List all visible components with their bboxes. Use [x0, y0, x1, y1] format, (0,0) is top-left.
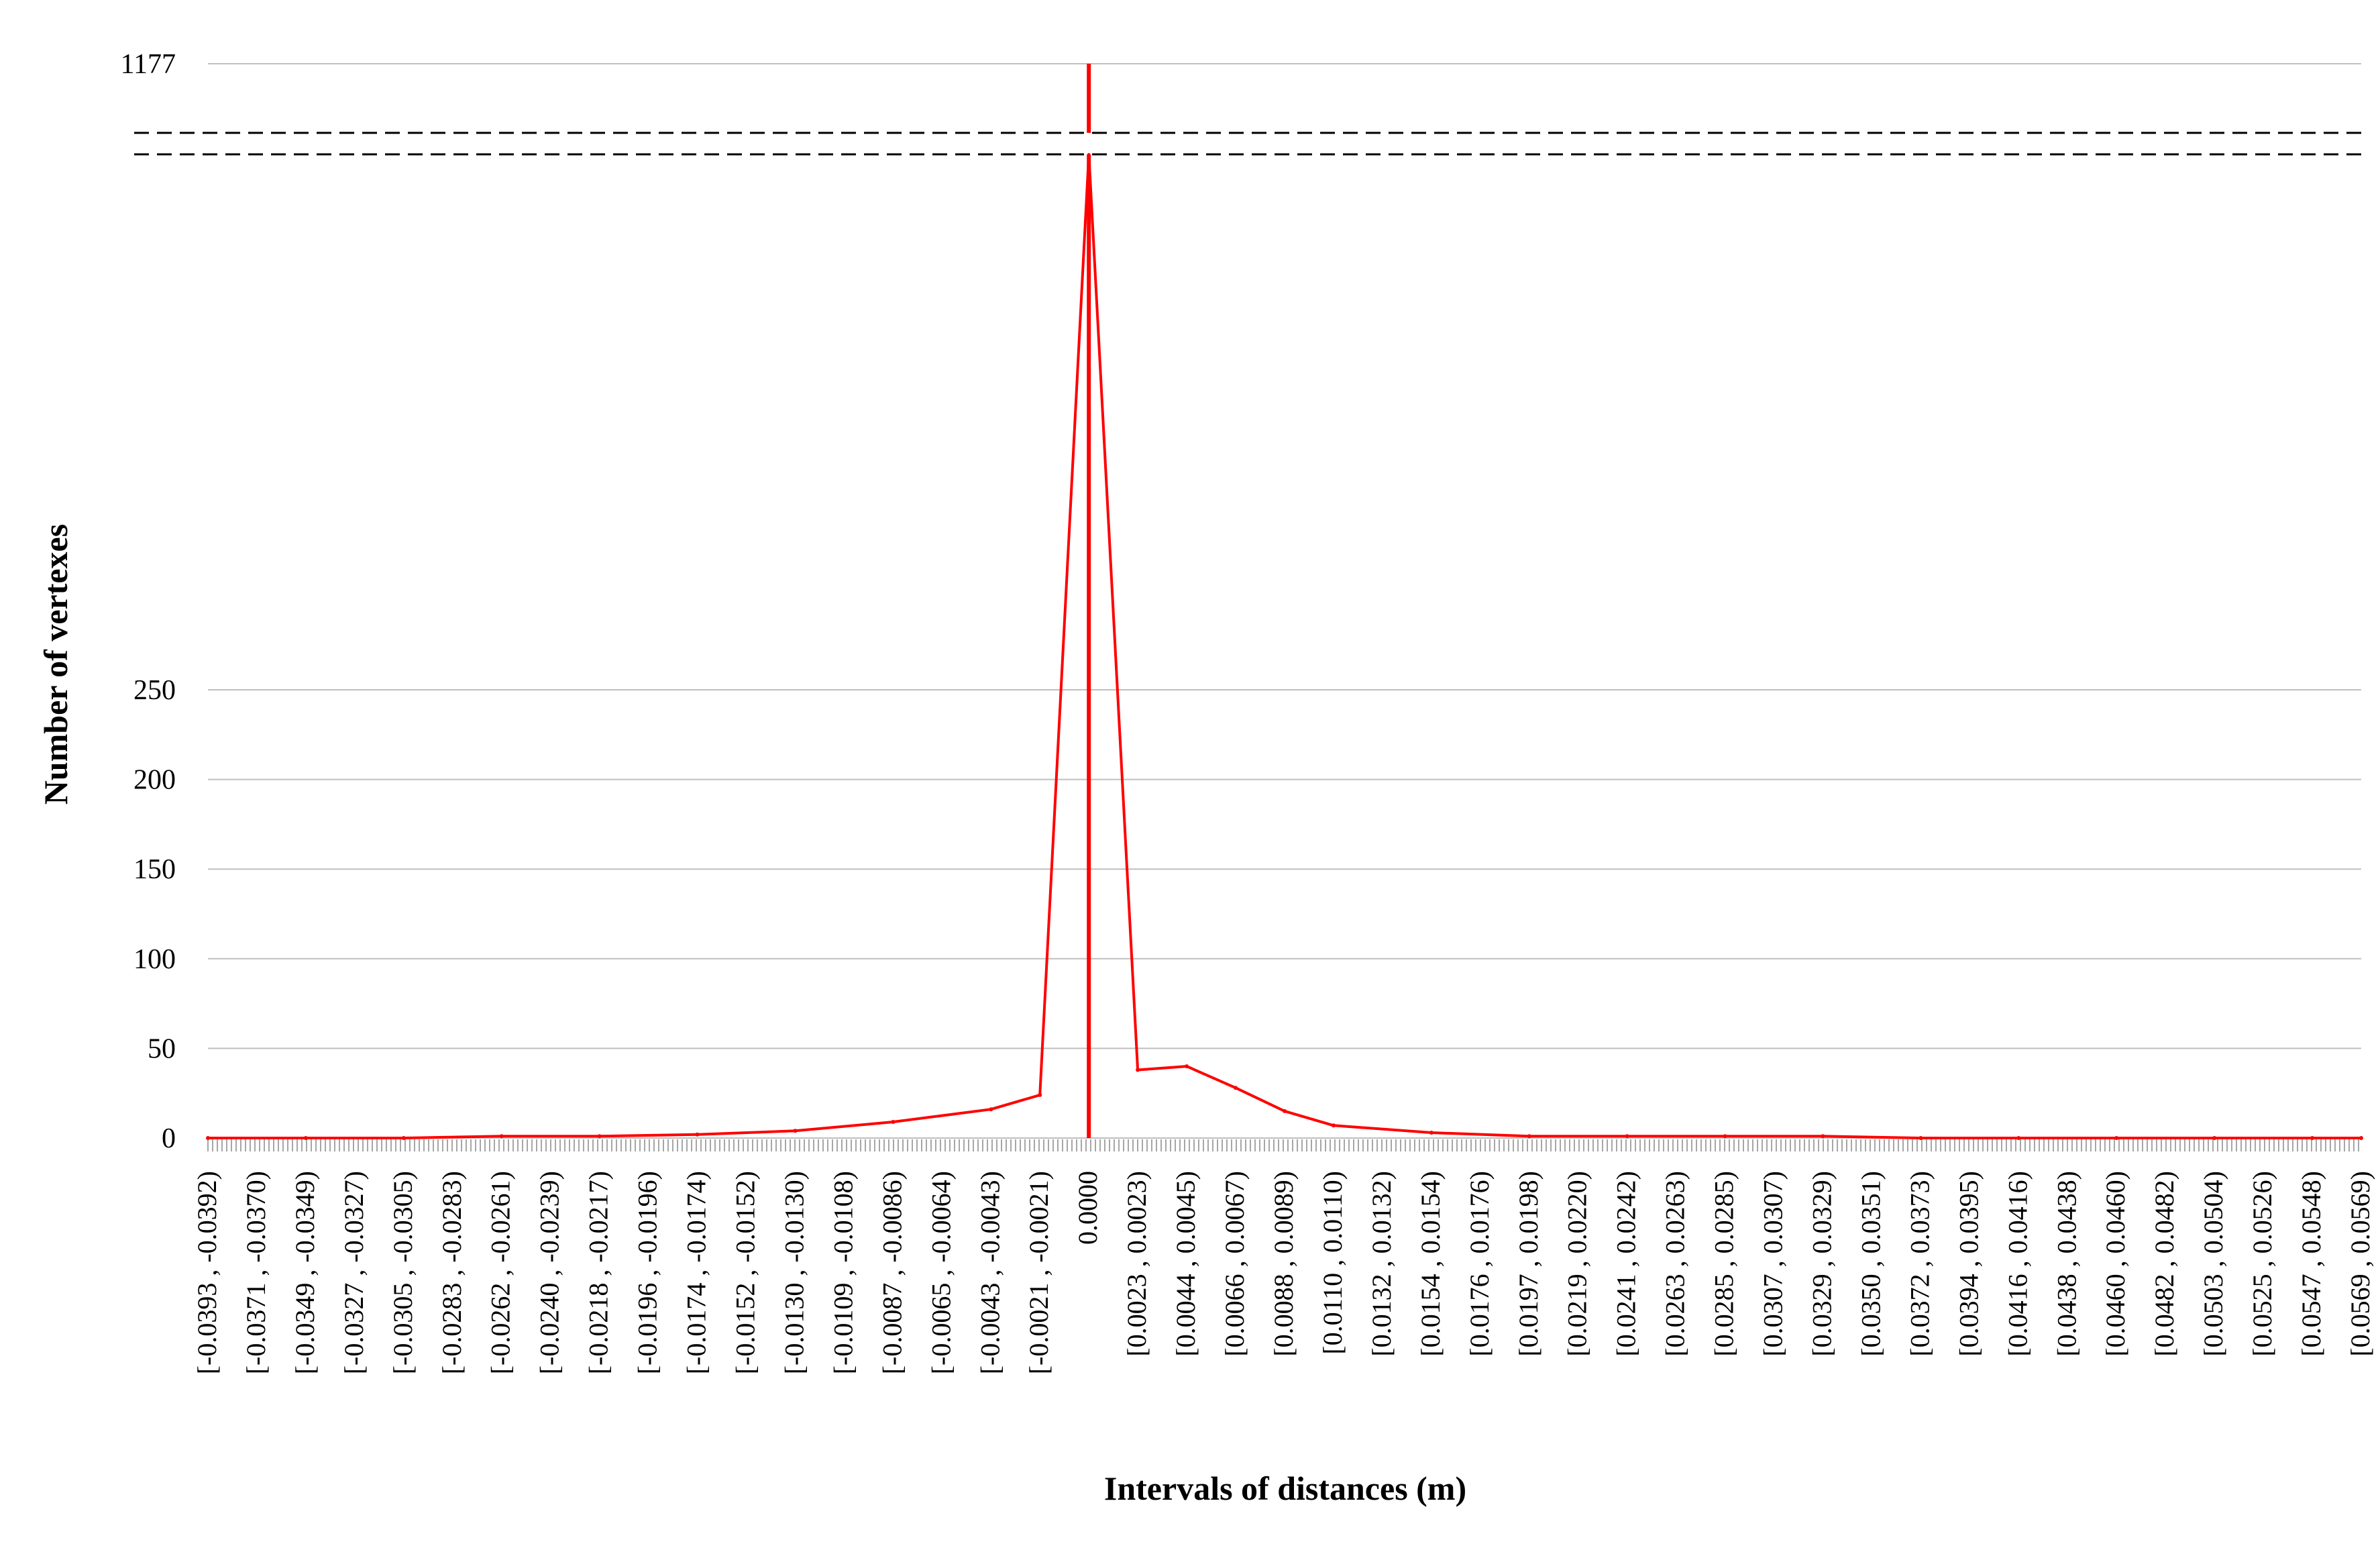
y-tick-label: 100: [133, 944, 176, 975]
x-tick-label: [-0.0349 , -0.0349): [290, 1171, 320, 1374]
x-tick-label: [-0.0327 , -0.0327): [339, 1171, 369, 1374]
x-tick-label: [0.0460 , 0.0460): [2100, 1171, 2130, 1357]
x-tick-label: [0.0569 , 0.0569): [2345, 1171, 2375, 1357]
x-axis-ticks: [-0.0393 , -0.0392) [-0.0371 , -0.0370) [-…: [192, 1171, 2375, 1374]
x-tick-label: [0.0154 , 0.0154): [1415, 1171, 1446, 1357]
x-tick-label: [-0.0218 , -0.0217): [584, 1171, 614, 1374]
x-tick-label: [0.0219 , 0.0220): [1562, 1171, 1592, 1357]
y-tick-label: 250: [133, 675, 176, 706]
x-tick-label: [-0.0043 , -0.0043): [975, 1171, 1005, 1374]
data-point: [1136, 1068, 1140, 1072]
data-point: [1527, 1134, 1531, 1139]
x-tick-label: [-0.0021 , -0.0021): [1024, 1171, 1054, 1374]
x-tick-label: [-0.0196 , -0.0196): [633, 1171, 663, 1374]
x-tick-label: [-0.0305 , -0.0305): [388, 1171, 418, 1374]
data-point: [1429, 1131, 1434, 1135]
data-point: [2016, 1136, 2021, 1140]
series-line: [208, 153, 2361, 1139]
data-point: [206, 1136, 210, 1140]
x-tick-label: [-0.0087 , -0.0086): [877, 1171, 907, 1374]
x-tick-label: [0.0263 , 0.0263): [1660, 1171, 1690, 1357]
data-point: [793, 1129, 798, 1133]
data-point: [695, 1132, 700, 1137]
x-tick-label: [0.0438 , 0.0438): [2051, 1171, 2081, 1357]
y-tick-label: 1177: [121, 49, 176, 80]
x-tick-label: [0.0044 , 0.0045): [1171, 1171, 1201, 1357]
x-tick-label: [-0.0371 , -0.0370): [241, 1171, 271, 1374]
data-point: [2114, 1136, 2119, 1140]
x-tick-label: [0.0482 , 0.0482): [2149, 1171, 2179, 1357]
gridlines: [134, 63, 2361, 1139]
x-tick-label: [0.0132 , 0.0132): [1366, 1171, 1397, 1357]
x-axis-minor-ticks: [207, 1139, 2359, 1151]
y-axis-title: Number of vertexes: [37, 524, 74, 805]
data-point: [499, 1134, 504, 1139]
x-tick-label: [-0.0262 , -0.0261): [486, 1171, 516, 1374]
x-tick-label: [0.0197 , 0.0198): [1513, 1171, 1544, 1357]
x-tick-label: [-0.0109 , -0.0108): [828, 1171, 858, 1374]
x-tick-label: [-0.0065 , -0.0064): [926, 1171, 956, 1374]
x-axis-title: Intervals of distances (m): [1104, 1470, 1466, 1507]
data-point: [1723, 1134, 1727, 1139]
data-point: [1625, 1134, 1629, 1139]
x-tick-label: [0.0329 , 0.0329): [1807, 1171, 1837, 1357]
data-point: [303, 1136, 308, 1140]
data-point: [891, 1120, 896, 1124]
data-point: [2359, 1136, 2363, 1140]
x-tick-label: [0.0372 , 0.0373): [1904, 1171, 1935, 1357]
x-tick-label: [0.0176 , 0.0176): [1464, 1171, 1495, 1357]
x-tick-label: [0.0547 , 0.0548): [2296, 1171, 2326, 1357]
data-point: [1332, 1123, 1336, 1128]
data-point: [1185, 1064, 1189, 1069]
data-point: [1283, 1109, 1287, 1113]
data-point: [1234, 1086, 1238, 1090]
x-tick-label: [-0.0393 , -0.0392): [192, 1171, 222, 1374]
data-point: [1038, 1092, 1042, 1097]
x-tick-label: [0.0307 , 0.0307): [1758, 1171, 1788, 1357]
x-tick-label: [-0.0240 , -0.0239): [535, 1171, 565, 1374]
y-axis-ticks: 0 50 100 150 200 250 1177: [121, 49, 176, 1154]
x-tick-label: [0.0350 , 0.0351): [1855, 1171, 1886, 1357]
y-tick-label: 50: [148, 1033, 176, 1064]
plot-area: [206, 64, 2363, 1151]
x-tick-label: [0.0525 , 0.0526): [2247, 1171, 2277, 1357]
x-tick-label: [0.0110 , 0.0110): [1317, 1171, 1348, 1355]
x-tick-label: [-0.0174 , -0.0174): [682, 1171, 712, 1374]
y-tick-label: 0: [162, 1123, 176, 1154]
y-tick-label: 150: [133, 854, 176, 885]
x-tick-label: [-0.0283 , -0.0283): [437, 1171, 467, 1374]
data-point: [1918, 1136, 1923, 1140]
x-tick-label: [0.0066 , 0.0067): [1220, 1171, 1250, 1357]
x-tick-label: [-0.0152 , -0.0152): [731, 1171, 761, 1374]
data-point: [401, 1136, 406, 1140]
x-tick-label: [-0.0130 , -0.0130): [779, 1171, 809, 1374]
x-tick-label: [0.0023 , 0.0023): [1122, 1171, 1152, 1357]
x-tick-label: 0.0000: [1073, 1171, 1103, 1245]
x-tick-label: [0.0088 , 0.0089): [1268, 1171, 1299, 1357]
data-point: [2310, 1136, 2314, 1140]
y-tick-label: 200: [133, 765, 176, 796]
data-point: [597, 1134, 602, 1139]
data-point: [989, 1107, 993, 1112]
x-tick-label: [0.0285 , 0.0285): [1709, 1171, 1739, 1357]
data-point: [2212, 1136, 2217, 1140]
data-point: [1821, 1134, 1825, 1139]
x-tick-label: [0.0416 , 0.0416): [2002, 1171, 2033, 1357]
x-tick-label: [0.0394 , 0.0395): [1953, 1171, 1984, 1357]
x-tick-label: [0.0241 , 0.0242): [1611, 1171, 1641, 1357]
x-tick-label: [0.0503 , 0.0504): [2198, 1171, 2228, 1357]
